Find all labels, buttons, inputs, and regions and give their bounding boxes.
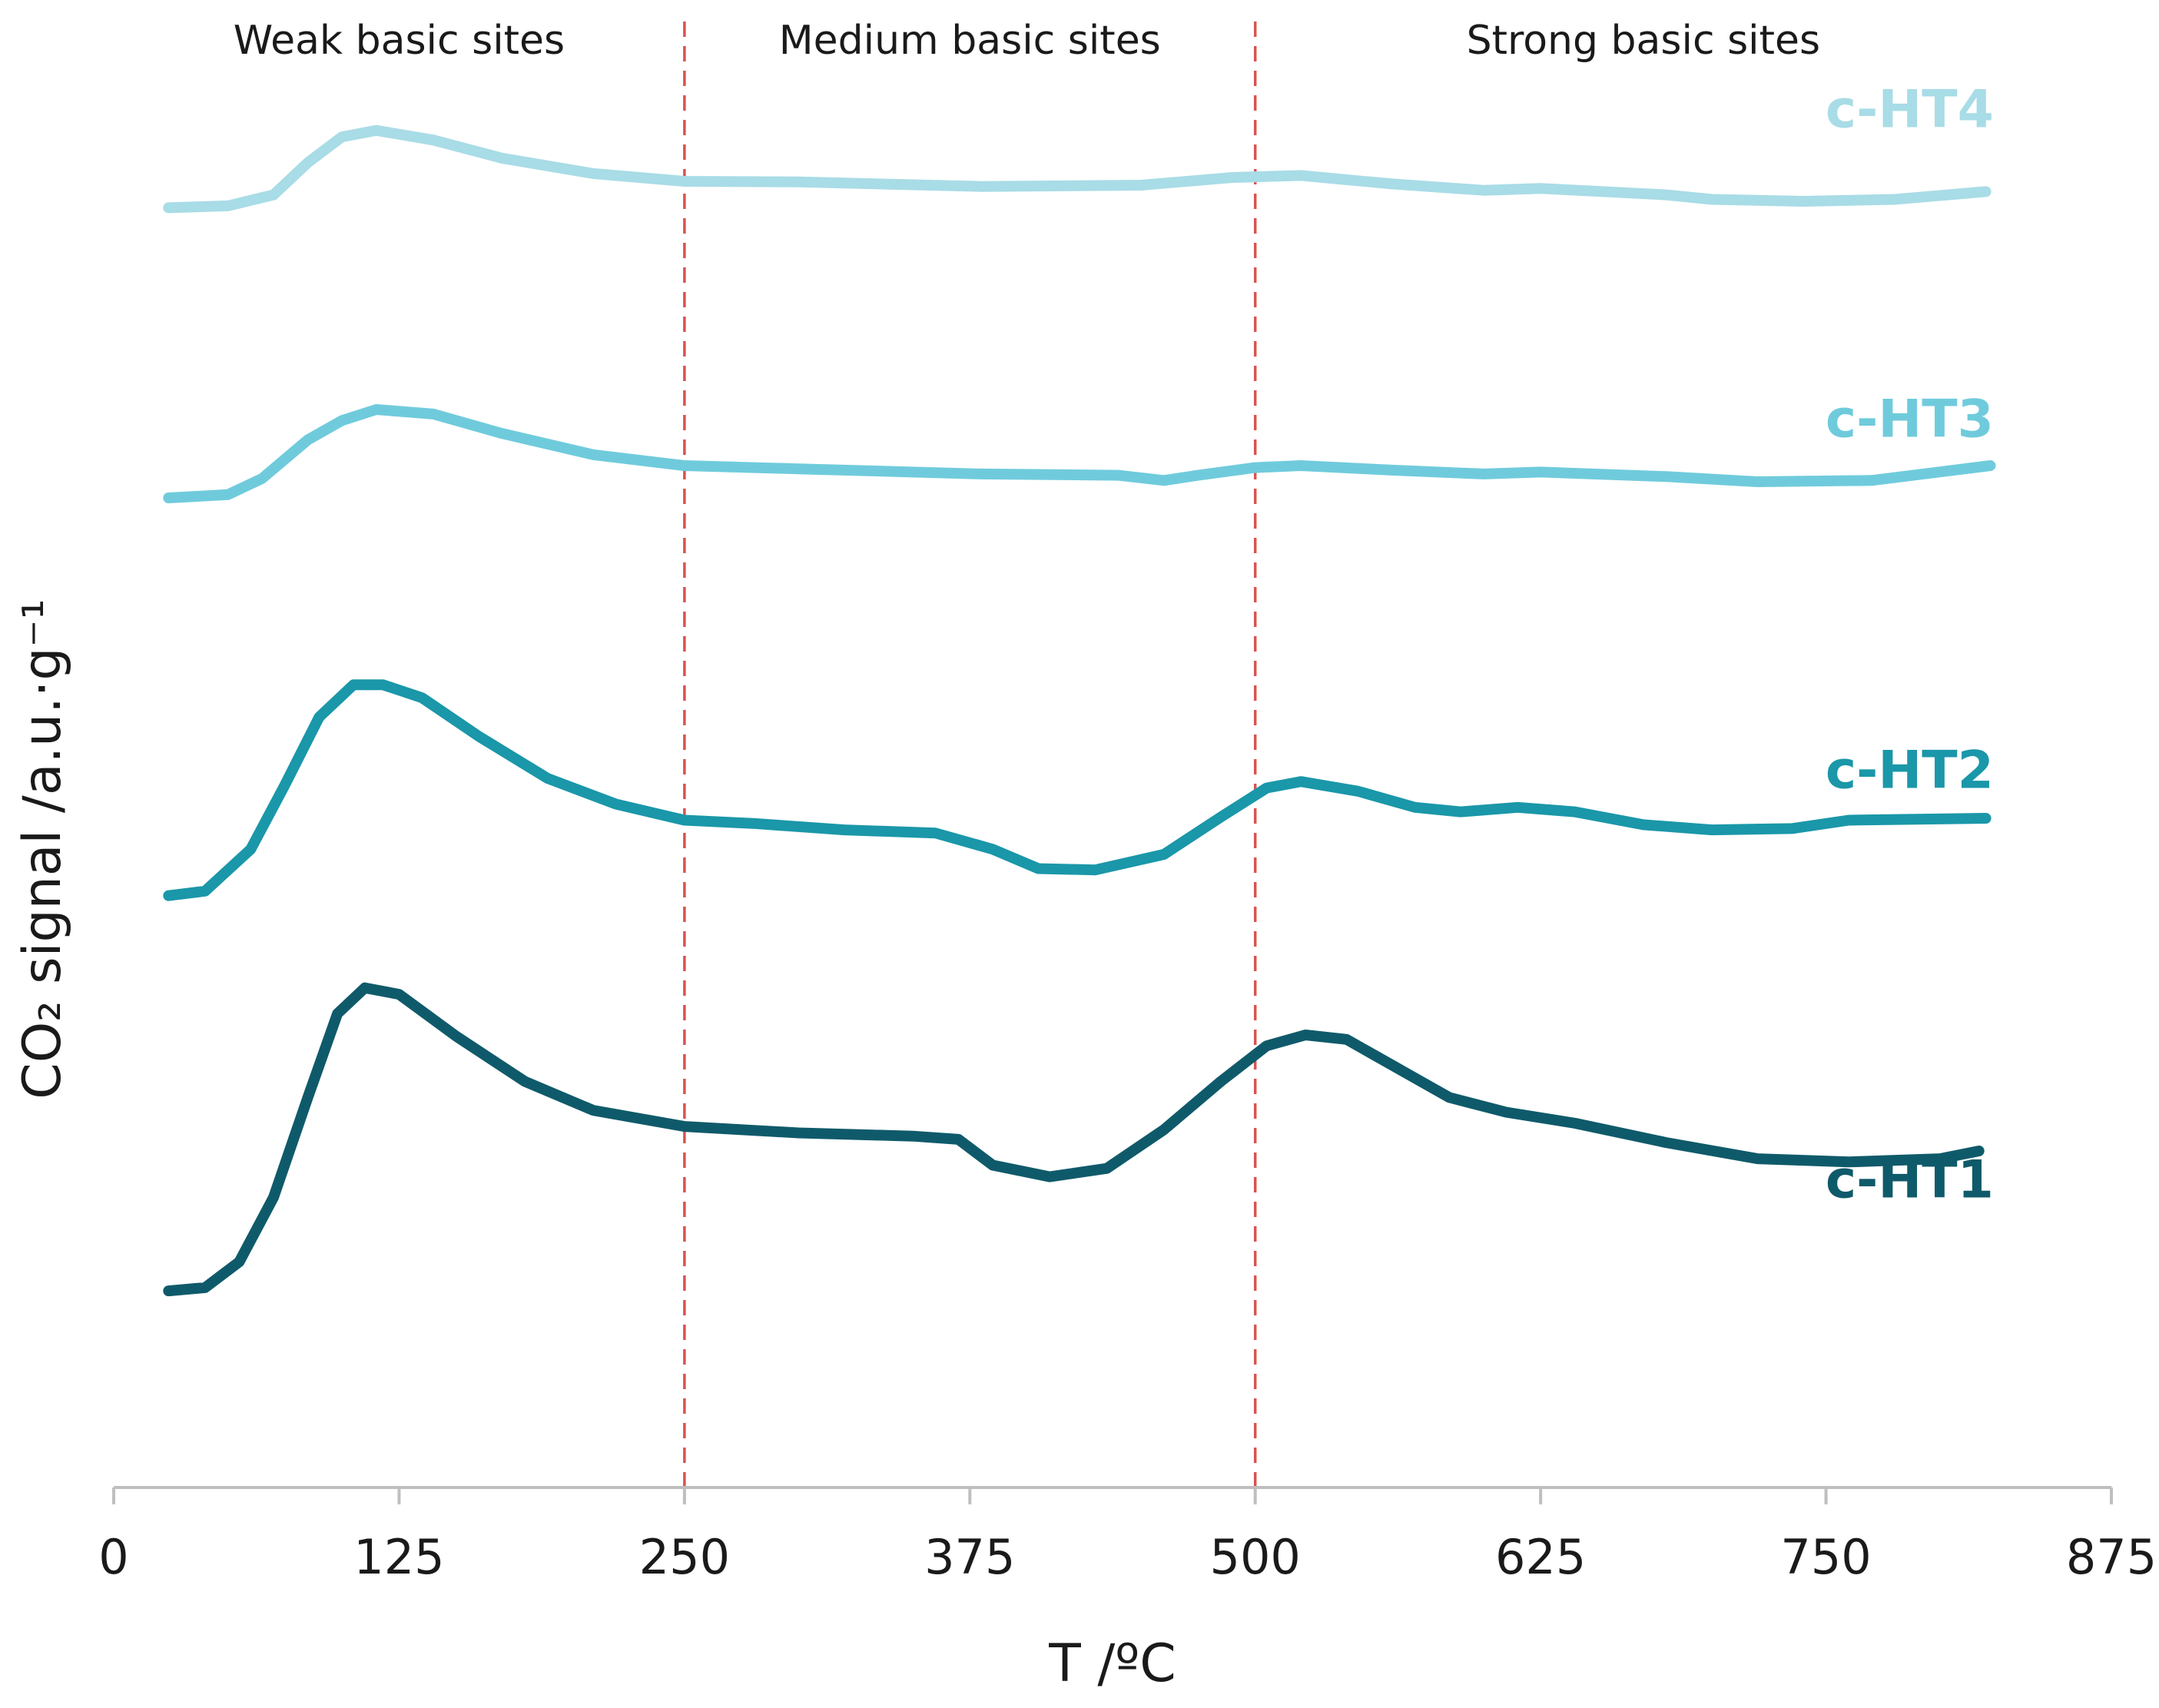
region-label: Medium basic sites (779, 18, 1161, 64)
x-tick-label: 625 (1495, 1529, 1586, 1585)
series-line-c-ht2 (163, 679, 1992, 901)
x-tick-label: 750 (1780, 1529, 1871, 1585)
series-label-c-ht1: c-HT1 (1826, 1149, 1994, 1210)
y-axis-title: CO₂ signal /a.u.·g⁻¹ (12, 599, 73, 1099)
x-tick-label: 875 (2066, 1529, 2157, 1585)
x-tick-label: 500 (1210, 1529, 1301, 1585)
series-line-c-ht4 (163, 124, 1992, 214)
series-label-c-ht2: c-HT2 (1826, 741, 1994, 801)
series-line-c-ht1 (163, 982, 1985, 1297)
series-label-c-ht4: c-HT4 (1826, 80, 1994, 141)
x-tick-label: 375 (924, 1529, 1015, 1585)
region-dividers (683, 22, 1257, 1487)
region-label: Weak basic sites (234, 18, 565, 64)
series-label-c-ht3: c-HT3 (1826, 389, 1994, 449)
region-label: Strong basic sites (1467, 18, 1820, 64)
series-line-c-ht3 (163, 404, 1996, 503)
x-tick-label: 250 (639, 1529, 730, 1585)
region-labels: Weak basic sites Medium basic sites Strong… (234, 18, 1820, 64)
series-lines (163, 124, 1996, 1297)
x-tick-label: 125 (353, 1529, 444, 1585)
x-axis: 0 125 250 375 500 625 750 875 (98, 1486, 2157, 1585)
series-labels: c-HT4 c-HT3 c-HT2 c-HT1 (1826, 80, 1994, 1211)
x-axis-title: T /ºC (1048, 1633, 1176, 1694)
x-tick-label: 0 (98, 1529, 128, 1585)
